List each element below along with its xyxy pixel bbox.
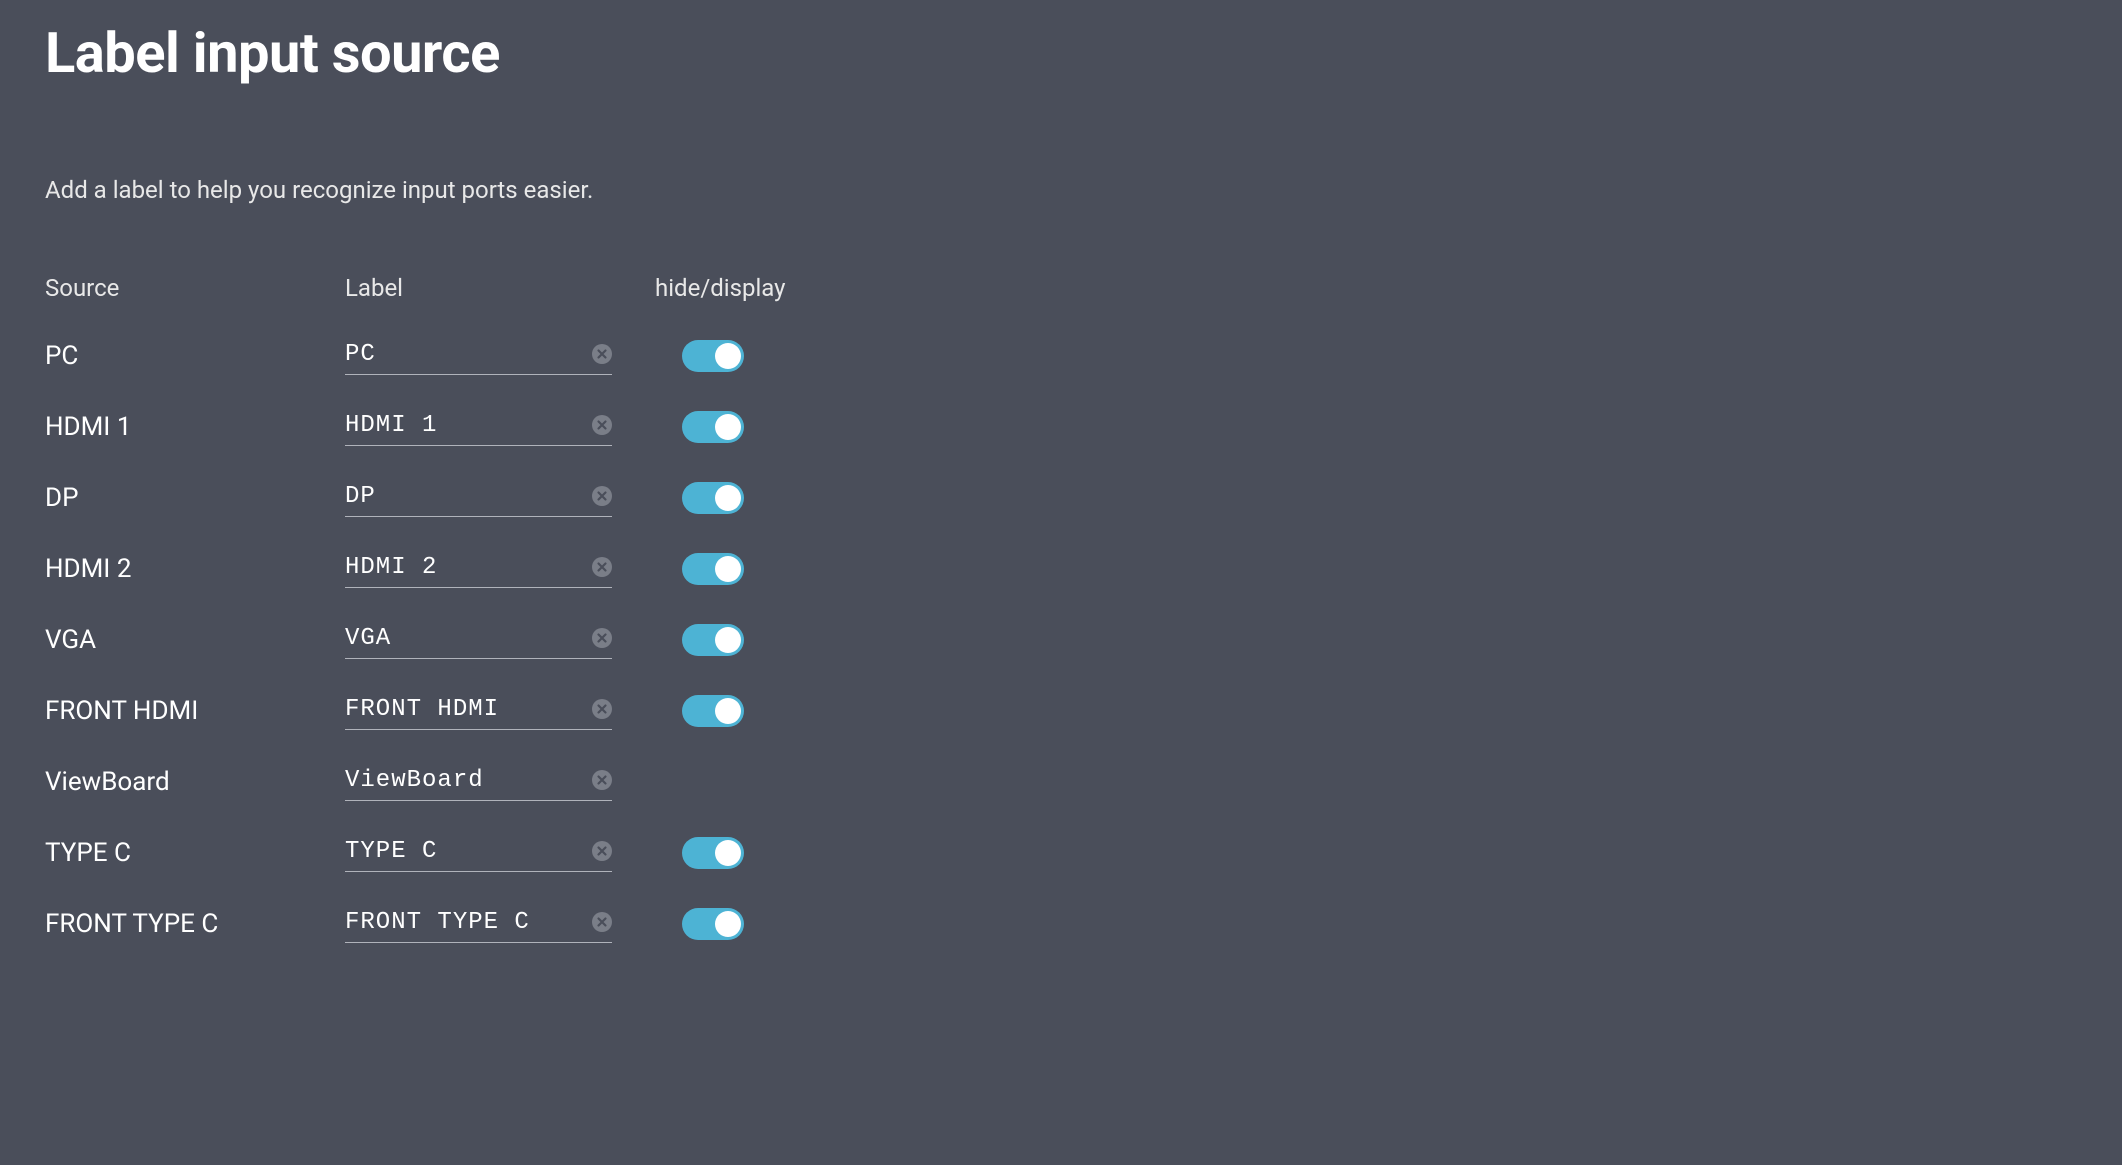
hide-display-toggle[interactable] (682, 695, 744, 727)
toggle-thumb (715, 911, 741, 937)
hide-display-toggle[interactable] (682, 837, 744, 869)
toggle-thumb (715, 698, 741, 724)
label-input-wrapper (345, 621, 612, 659)
clear-icon[interactable] (592, 344, 612, 364)
toggle-thumb (715, 556, 741, 582)
table-row: HDMI 1 (45, 408, 2077, 446)
label-input[interactable] (345, 408, 612, 446)
table-row: DP (45, 479, 2077, 517)
clear-icon[interactable] (592, 628, 612, 648)
toggle-wrapper (655, 340, 855, 372)
toggle-wrapper (655, 624, 855, 656)
source-name: FRONT HDMI (45, 696, 345, 726)
clear-icon[interactable] (592, 841, 612, 861)
table-row: TYPE C (45, 834, 2077, 872)
source-name: DP (45, 483, 345, 513)
label-input-wrapper (345, 550, 612, 588)
label-input[interactable] (345, 479, 612, 517)
table-row: FRONT HDMI (45, 692, 2077, 730)
source-name: ViewBoard (45, 767, 345, 797)
toggle-thumb (715, 840, 741, 866)
label-input-wrapper (345, 905, 612, 943)
label-input[interactable] (345, 337, 612, 375)
label-input-wrapper (345, 479, 612, 517)
hide-display-toggle[interactable] (682, 553, 744, 585)
table-row: ViewBoard (45, 763, 2077, 801)
label-input-wrapper (345, 408, 612, 446)
clear-icon[interactable] (592, 770, 612, 790)
toggle-thumb (715, 343, 741, 369)
clear-icon[interactable] (592, 415, 612, 435)
label-input[interactable] (345, 905, 612, 943)
source-name: PC (45, 341, 345, 371)
toggle-wrapper (655, 411, 855, 443)
label-input-wrapper (345, 763, 612, 801)
toggle-thumb (715, 414, 741, 440)
toggle-wrapper (655, 482, 855, 514)
page-description: Add a label to help you recognize input … (45, 176, 2077, 204)
label-input[interactable] (345, 621, 612, 659)
header-source: Source (45, 274, 345, 302)
clear-icon[interactable] (592, 557, 612, 577)
hide-display-toggle[interactable] (682, 482, 744, 514)
source-name: TYPE C (45, 838, 345, 868)
label-input-wrapper (345, 834, 612, 872)
clear-icon[interactable] (592, 699, 612, 719)
label-input[interactable] (345, 763, 612, 801)
toggle-wrapper (655, 695, 855, 727)
hide-display-toggle[interactable] (682, 908, 744, 940)
toggle-wrapper (655, 837, 855, 869)
header-hide-display: hide/display (655, 274, 855, 302)
table-row: PC (45, 337, 2077, 375)
table-row: VGA (45, 621, 2077, 659)
toggle-thumb (715, 485, 741, 511)
source-name: FRONT TYPE C (45, 909, 345, 939)
page-title: Label input source (45, 20, 2077, 86)
header-label: Label (345, 274, 655, 302)
input-source-table: Source Label hide/display PC HDMI 1 DP HDMI… (45, 274, 2077, 976)
label-input-wrapper (345, 337, 612, 375)
toggle-empty (682, 766, 744, 798)
label-input[interactable] (345, 692, 612, 730)
source-name: VGA (45, 625, 345, 655)
label-input[interactable] (345, 834, 612, 872)
hide-display-toggle[interactable] (682, 624, 744, 656)
table-row: HDMI 2 (45, 550, 2077, 588)
hide-display-toggle[interactable] (682, 340, 744, 372)
label-input[interactable] (345, 550, 612, 588)
label-input-wrapper (345, 692, 612, 730)
toggle-wrapper (655, 766, 855, 798)
toggle-wrapper (655, 553, 855, 585)
hide-display-toggle[interactable] (682, 411, 744, 443)
source-name: HDMI 2 (45, 554, 345, 584)
table-row: FRONT TYPE C (45, 905, 2077, 943)
toggle-thumb (715, 627, 741, 653)
source-name: HDMI 1 (45, 412, 345, 442)
clear-icon[interactable] (592, 912, 612, 932)
clear-icon[interactable] (592, 486, 612, 506)
table-header-row: Source Label hide/display (45, 274, 2077, 302)
toggle-wrapper (655, 908, 855, 940)
